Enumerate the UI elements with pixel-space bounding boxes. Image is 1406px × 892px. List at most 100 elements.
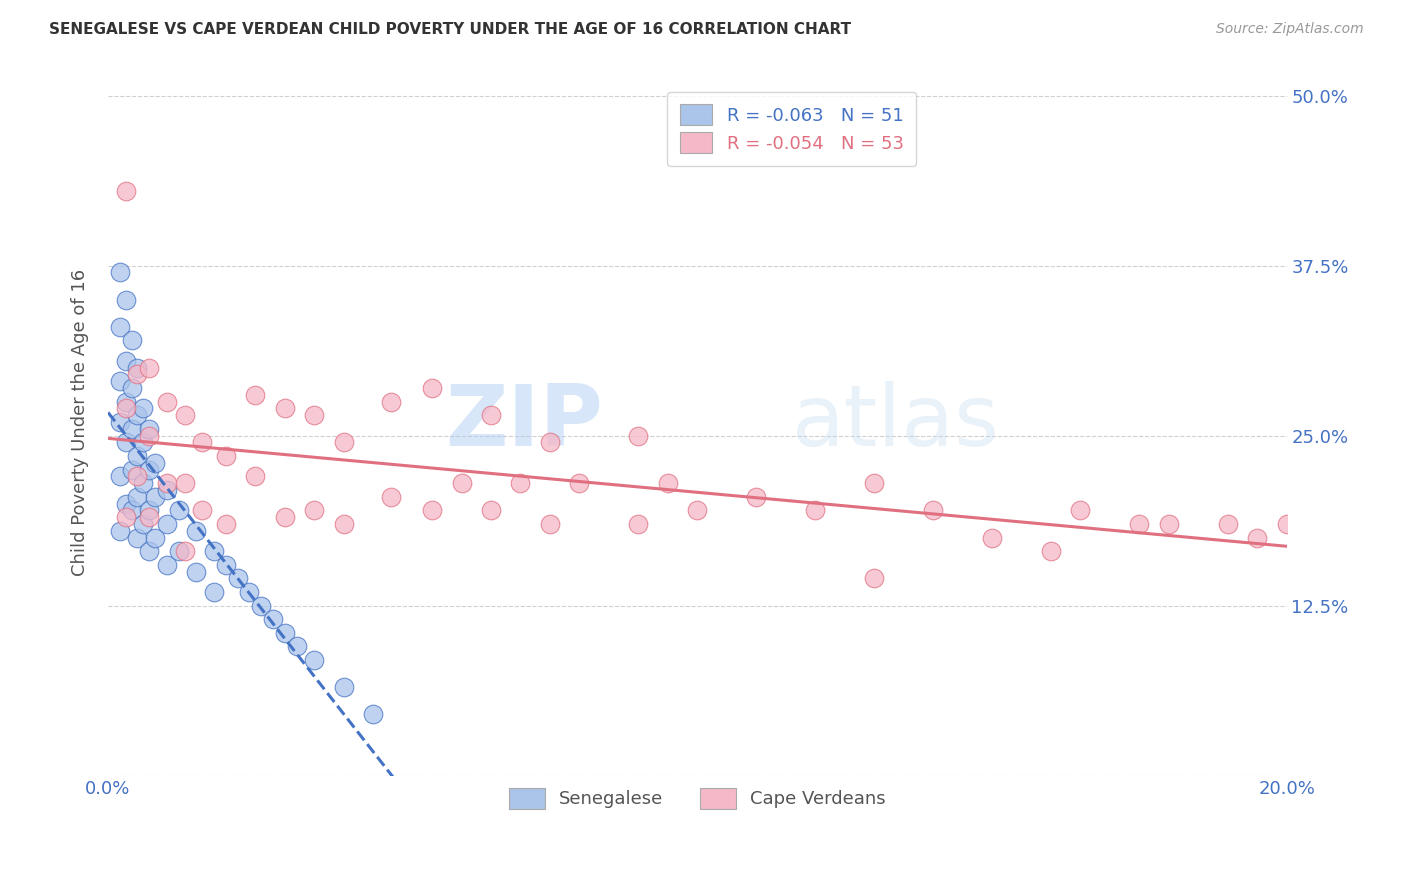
Point: [156, 483, 179, 497]
Text: Source: ZipAtlas.com: Source: ZipAtlas.com: [1216, 22, 1364, 37]
Point: [156, 476, 179, 491]
Point: [132, 516, 155, 531]
Point: [245, 388, 267, 402]
Point: [114, 401, 136, 416]
Point: [863, 476, 886, 491]
Point: [804, 503, 827, 517]
Point: [627, 428, 650, 442]
Point: [191, 503, 214, 517]
Point: [143, 531, 166, 545]
Point: [114, 184, 136, 198]
Point: [450, 476, 472, 491]
Point: [981, 531, 1004, 545]
Point: [215, 558, 238, 572]
Point: [332, 516, 354, 531]
Point: [108, 374, 131, 388]
Point: [274, 401, 297, 416]
Point: [127, 360, 149, 375]
Point: [108, 265, 131, 279]
Point: [186, 565, 208, 579]
Point: [156, 394, 179, 409]
Point: [138, 503, 160, 517]
Point: [745, 490, 768, 504]
Text: atlas: atlas: [792, 381, 1000, 464]
Point: [238, 585, 260, 599]
Point: [143, 456, 166, 470]
Point: [114, 497, 136, 511]
Point: [108, 524, 131, 538]
Point: [245, 469, 267, 483]
Point: [420, 381, 443, 395]
Point: [138, 428, 160, 442]
Point: [127, 368, 149, 382]
Point: [479, 503, 502, 517]
Point: [1069, 503, 1091, 517]
Point: [121, 334, 143, 348]
Point: [686, 503, 709, 517]
Point: [262, 612, 284, 626]
Point: [114, 354, 136, 368]
Point: [332, 680, 354, 694]
Point: [132, 401, 155, 416]
Point: [121, 381, 143, 395]
Point: [138, 510, 160, 524]
Point: [173, 544, 195, 558]
Point: [1275, 516, 1298, 531]
Point: [121, 462, 143, 476]
Point: [274, 625, 297, 640]
Point: [657, 476, 679, 491]
Point: [226, 571, 249, 585]
Point: [202, 585, 225, 599]
Point: [304, 408, 326, 422]
Point: [274, 510, 297, 524]
Point: [138, 422, 160, 436]
Point: [479, 408, 502, 422]
Point: [215, 449, 238, 463]
Point: [167, 544, 190, 558]
Point: [420, 503, 443, 517]
Point: [127, 469, 149, 483]
Point: [509, 476, 531, 491]
Point: [156, 516, 179, 531]
Point: [922, 503, 945, 517]
Point: [568, 476, 591, 491]
Point: [121, 422, 143, 436]
Legend: Senegalese, Cape Verdeans: Senegalese, Cape Verdeans: [502, 780, 893, 816]
Text: ZIP: ZIP: [446, 381, 603, 464]
Point: [127, 531, 149, 545]
Point: [138, 544, 160, 558]
Point: [863, 571, 886, 585]
Point: [121, 503, 143, 517]
Point: [186, 524, 208, 538]
Point: [156, 558, 179, 572]
Point: [304, 653, 326, 667]
Point: [1128, 516, 1150, 531]
Point: [114, 435, 136, 450]
Point: [127, 490, 149, 504]
Point: [132, 435, 155, 450]
Point: [167, 503, 190, 517]
Point: [114, 510, 136, 524]
Point: [361, 707, 384, 722]
Point: [285, 640, 308, 654]
Point: [1246, 531, 1268, 545]
Point: [538, 516, 561, 531]
Point: [202, 544, 225, 558]
Point: [108, 415, 131, 429]
Point: [138, 462, 160, 476]
Point: [127, 449, 149, 463]
Point: [191, 435, 214, 450]
Point: [627, 516, 650, 531]
Point: [114, 394, 136, 409]
Point: [1039, 544, 1062, 558]
Y-axis label: Child Poverty Under the Age of 16: Child Poverty Under the Age of 16: [72, 268, 89, 575]
Point: [138, 360, 160, 375]
Point: [108, 469, 131, 483]
Point: [538, 435, 561, 450]
Point: [114, 293, 136, 307]
Text: SENEGALESE VS CAPE VERDEAN CHILD POVERTY UNDER THE AGE OF 16 CORRELATION CHART: SENEGALESE VS CAPE VERDEAN CHILD POVERTY…: [49, 22, 852, 37]
Point: [173, 408, 195, 422]
Point: [380, 490, 402, 504]
Point: [1157, 516, 1180, 531]
Point: [132, 476, 155, 491]
